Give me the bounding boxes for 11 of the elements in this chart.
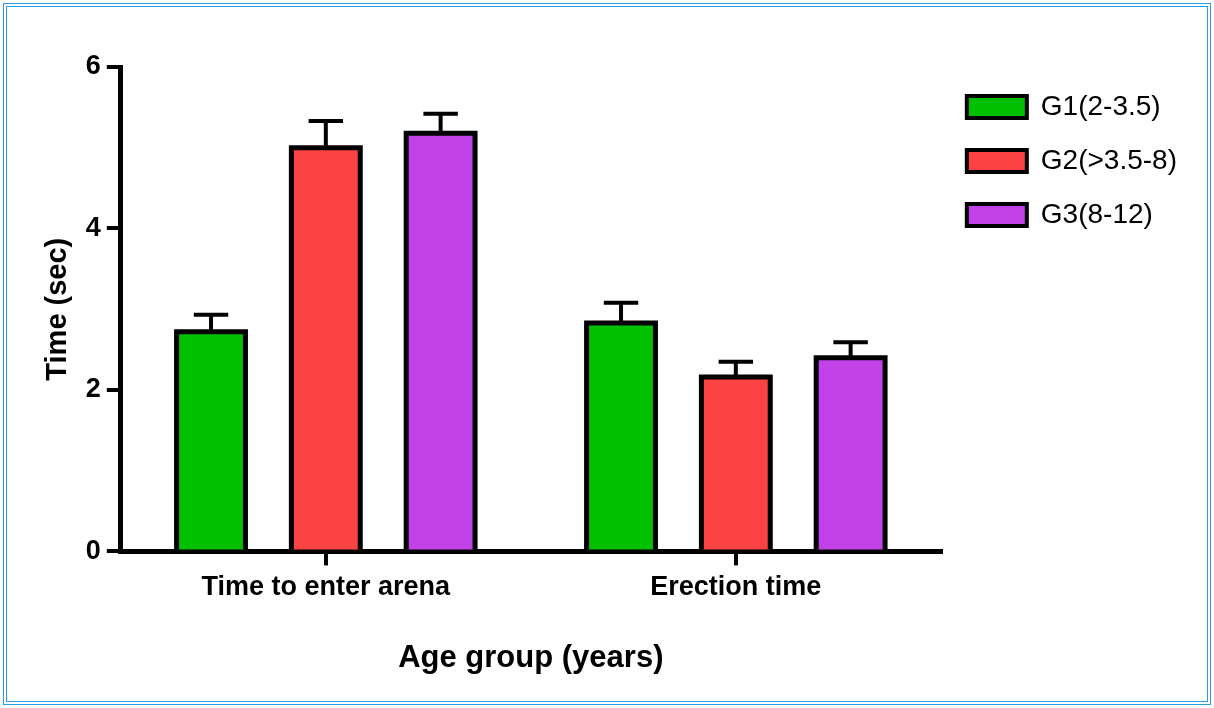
y-tick-label: 2 [85, 373, 101, 404]
y-tick-label: 4 [85, 211, 101, 242]
y-axis-title: Time (sec) [40, 237, 73, 381]
legend-label: G3(8-12) [1040, 197, 1153, 229]
legend-label: G1(2-3.5) [1040, 89, 1161, 121]
x-axis-title: Age group (years) [398, 638, 664, 674]
legend-label: G2(>3.5-8) [1040, 143, 1177, 175]
y-tick-label: 6 [85, 50, 101, 81]
x-tick-label: Time to enter arena [201, 571, 452, 602]
x-tick-label: Erection time [650, 571, 822, 602]
y-tick-label: 0 [85, 534, 101, 565]
